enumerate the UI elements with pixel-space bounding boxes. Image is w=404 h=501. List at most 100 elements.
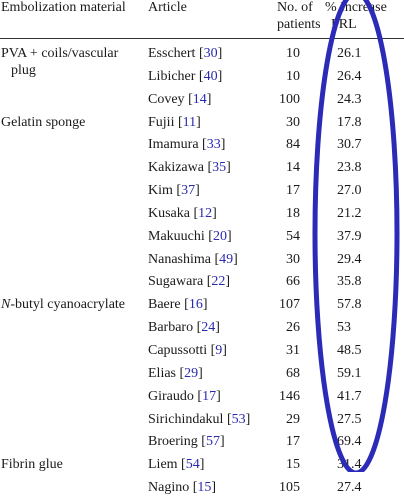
- patients-cell: 146: [279, 388, 300, 404]
- reference-link[interactable]: 40: [203, 68, 218, 84]
- article-cell: Nagino [15]: [148, 480, 217, 496]
- frl-cell: 26.4: [337, 68, 362, 84]
- reference-link[interactable]: 33: [206, 137, 221, 153]
- table-row: Sirichindakul [53] 29 27.5: [0, 410, 404, 433]
- reference-link[interactable]: 53: [231, 411, 246, 427]
- author-name: Sirichindakul: [148, 411, 224, 427]
- author-name: Esschert: [148, 46, 196, 61]
- table-row: Broering [57] 17 69.4: [0, 432, 404, 455]
- patients-cell: 31: [286, 342, 300, 358]
- author-name: Barbaro: [148, 320, 194, 336]
- reference-link[interactable]: 22: [211, 274, 226, 290]
- author-name: Kim: [148, 183, 173, 199]
- patients-cell: 15: [286, 457, 300, 473]
- author-name: Libicher: [148, 68, 196, 84]
- patients-cell: 10: [286, 46, 300, 61]
- author-name: Broering: [148, 434, 198, 450]
- frl-cell: 48.5: [337, 342, 362, 358]
- highlight-oval: [312, 0, 400, 472]
- frl-cell: 21.2: [337, 205, 362, 221]
- author-name: Sugawara: [148, 274, 204, 290]
- reference-link[interactable]: 49: [219, 251, 234, 267]
- article-cell: Kakizawa [35]: [148, 160, 231, 176]
- frl-cell: 27.5: [337, 411, 362, 427]
- article-cell: Makuuchi [20]: [148, 228, 232, 244]
- article-cell: Liem [54]: [148, 457, 205, 473]
- author-name: Kakizawa: [148, 160, 204, 176]
- patients-cell: 107: [279, 297, 300, 313]
- frl-cell: 35.8: [337, 274, 362, 290]
- frl-cell: 27.0: [337, 183, 362, 199]
- material-cell: Gelatin sponge: [1, 114, 141, 131]
- reference-link[interactable]: 14: [192, 91, 207, 107]
- article-cell: Elias [29]: [148, 365, 203, 381]
- material-label-line2: plug: [11, 63, 36, 78]
- article-cell: Fujii [11]: [148, 114, 201, 130]
- table-row: PVA + coils/vascular plug Esschert [30] 10 2…: [0, 44, 404, 78]
- reference-link[interactable]: 12: [198, 205, 213, 221]
- frl-cell: 17.8: [337, 114, 362, 130]
- table-row: Gelatin sponge Fujii [11] 30 17.8: [0, 113, 404, 136]
- frl-cell: 30.7: [337, 137, 362, 153]
- table-row: Kusaka [12] 18 21.2: [0, 204, 404, 227]
- frl-cell: 57.8: [337, 297, 362, 313]
- author-name: Elias: [148, 365, 176, 381]
- patients-cell: 54: [286, 228, 300, 244]
- article-cell: Sugawara [22]: [148, 274, 231, 290]
- reference-link[interactable]: 11: [182, 114, 197, 130]
- frl-cell: 26.1: [337, 46, 362, 61]
- reference-link[interactable]: 30: [203, 46, 218, 61]
- reference-link[interactable]: 57: [205, 434, 220, 450]
- table-row: Sugawara [22] 66 35.8: [0, 272, 404, 295]
- table-row: Nagino [15] 105 27.4: [0, 478, 404, 501]
- reference-link[interactable]: 9: [215, 342, 223, 358]
- article-cell: Esschert [30]: [148, 46, 223, 61]
- table-row: Libicher [40] 10 26.4: [0, 67, 404, 90]
- article-cell: Giraudo [17]: [148, 388, 221, 404]
- reference-link[interactable]: 16: [188, 297, 203, 313]
- material-label: Fibrin glue: [1, 457, 63, 473]
- material-label: PVA + coils/vascular: [1, 46, 119, 61]
- header-material: Embolization material: [1, 0, 126, 15]
- header-rule: [0, 38, 404, 39]
- author-name: Baere: [148, 297, 181, 313]
- patients-cell: 18: [286, 205, 300, 221]
- frl-cell: 29.4: [337, 251, 362, 267]
- table-row: Makuuchi [20] 54 37.9: [0, 227, 404, 250]
- author-name: Nagino: [148, 480, 190, 496]
- article-cell: Nanashima [49]: [148, 251, 238, 267]
- header-patients: No. of patients: [277, 0, 321, 33]
- table-row: N-butyl cyanoacrylate Baere [16] 107 57.8: [0, 295, 404, 318]
- table-row: Capussotti [9] 31 48.5: [0, 341, 404, 364]
- author-name: Imamura: [148, 137, 199, 153]
- article-cell: Kusaka [12]: [148, 205, 217, 221]
- material-cell: Fibrin glue: [1, 456, 141, 473]
- article-cell: Barbaro [24]: [148, 320, 220, 336]
- patients-cell: 68: [286, 365, 300, 381]
- table-row: Kim [37] 17 27.0: [0, 181, 404, 204]
- reference-link[interactable]: 24: [201, 320, 216, 336]
- reference-link[interactable]: 29: [184, 365, 199, 381]
- frl-cell: 53: [337, 320, 351, 336]
- table-row: Fibrin glue Liem [54] 15 31.4: [0, 455, 404, 478]
- material-cell: N-butyl cyanoacrylate: [1, 296, 141, 313]
- patients-cell: 105: [279, 480, 300, 496]
- reference-link[interactable]: 37: [181, 183, 196, 199]
- table-row: Imamura [33] 84 30.7: [0, 135, 404, 158]
- material-label: N-butyl cyanoacrylate: [1, 297, 126, 313]
- reference-link[interactable]: 35: [212, 160, 227, 176]
- table-row: Elias [29] 68 59.1: [0, 364, 404, 387]
- table-row: Kakizawa [35] 14 23.8: [0, 158, 404, 181]
- reference-link[interactable]: 20: [212, 228, 227, 244]
- author-name: Fujii: [148, 114, 175, 130]
- author-name: Capussotti: [148, 342, 208, 358]
- patients-cell: 100: [279, 91, 300, 107]
- reference-link[interactable]: 17: [202, 388, 217, 404]
- reference-link[interactable]: 15: [197, 480, 212, 496]
- patients-cell: 17: [286, 183, 300, 199]
- header-patients-line2: patients: [277, 17, 321, 32]
- reference-link[interactable]: 54: [185, 457, 200, 473]
- frl-cell: 37.9: [337, 228, 362, 244]
- patients-cell: 84: [286, 137, 300, 153]
- patients-cell: 26: [286, 320, 300, 336]
